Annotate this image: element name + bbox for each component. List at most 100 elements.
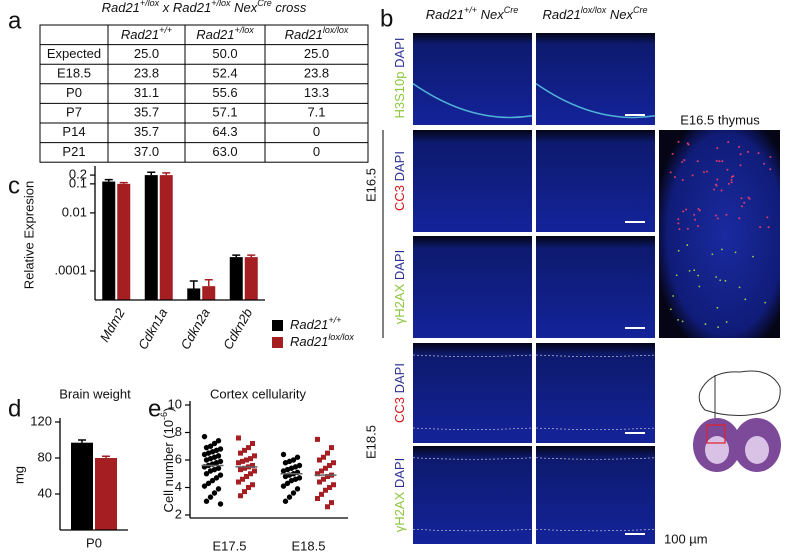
damaged-cell bbox=[688, 269, 691, 272]
point bbox=[246, 485, 251, 490]
text-part: cross bbox=[272, 0, 307, 15]
point bbox=[288, 477, 295, 484]
point bbox=[290, 490, 297, 496]
text-part: Rad21 bbox=[196, 27, 234, 42]
stage-label: E16.5 bbox=[363, 168, 378, 202]
panel-letter: a bbox=[8, 7, 22, 34]
y-tick-label: 2 bbox=[175, 506, 182, 521]
table-title: Rad21+/lox x Rad21+/lox NexCre cross bbox=[102, 0, 307, 15]
y-tick-label: 40 bbox=[38, 485, 52, 500]
point bbox=[203, 471, 210, 477]
apoptotic-cell bbox=[741, 205, 744, 208]
apoptotic-cell bbox=[678, 228, 681, 231]
point bbox=[242, 489, 247, 495]
point bbox=[294, 486, 301, 492]
table-cell: 35.7 bbox=[134, 124, 159, 139]
apoptotic-cell bbox=[766, 216, 769, 219]
micrograph bbox=[536, 130, 655, 232]
error-bar bbox=[232, 254, 241, 258]
apoptotic-cell bbox=[740, 197, 743, 200]
text-part: Nex bbox=[477, 7, 504, 22]
apoptotic-cell bbox=[757, 152, 760, 155]
text-part: +/lox bbox=[235, 25, 255, 35]
text-part: +/lox bbox=[140, 0, 160, 8]
bar bbox=[229, 257, 243, 300]
point bbox=[215, 438, 222, 444]
table-cell: 0 bbox=[313, 124, 320, 139]
damaged-cell bbox=[764, 301, 767, 304]
apoptotic-cell bbox=[716, 217, 719, 220]
chart-title: Brain weight bbox=[59, 386, 131, 401]
apoptotic-cell bbox=[705, 170, 708, 173]
point bbox=[201, 483, 208, 489]
damaged-cell bbox=[698, 285, 701, 288]
column-header: Rad21+/lox bbox=[196, 25, 254, 42]
table-cell: 37.0 bbox=[134, 144, 159, 159]
x-tick-label: Cdkn1a bbox=[135, 306, 170, 352]
layer-boundary bbox=[535, 427, 656, 430]
point bbox=[207, 494, 214, 500]
layer-boundary bbox=[535, 354, 656, 357]
table-border bbox=[39, 24, 369, 163]
micrograph bbox=[536, 236, 655, 338]
apoptotic-cell bbox=[669, 171, 672, 174]
panel-letter: e bbox=[148, 395, 161, 422]
x-tick-label: Mdm2 bbox=[97, 305, 128, 344]
point bbox=[205, 480, 212, 487]
point bbox=[317, 479, 322, 485]
point bbox=[327, 463, 332, 468]
stage-label: E18.5 bbox=[363, 425, 378, 459]
point bbox=[244, 457, 249, 463]
table-cell: 25.0 bbox=[304, 46, 329, 61]
stain-label: γH2AX DAPI bbox=[392, 250, 407, 324]
point bbox=[213, 475, 220, 481]
y-tick-label: 8 bbox=[175, 424, 182, 439]
apoptotic-cell bbox=[686, 227, 689, 230]
apoptotic-cell bbox=[686, 142, 689, 145]
stain-label: γH2AX DAPI bbox=[392, 458, 407, 532]
column-header: Rad21lox/lox bbox=[285, 25, 349, 42]
apoptotic-cell bbox=[691, 174, 694, 177]
apoptotic-cell bbox=[702, 171, 705, 174]
text-part: Rad21 bbox=[102, 0, 140, 15]
text-part: ) bbox=[161, 408, 176, 412]
point bbox=[207, 468, 214, 474]
bar bbox=[95, 458, 117, 530]
point bbox=[280, 451, 287, 458]
damaged-cell bbox=[720, 248, 723, 251]
apoptotic-cell bbox=[681, 160, 684, 163]
apoptotic-cell bbox=[715, 183, 718, 186]
text-part: Nex bbox=[606, 7, 633, 22]
x-tick-label: Cdkn2b bbox=[220, 306, 255, 352]
apoptotic-cell bbox=[732, 175, 735, 178]
point bbox=[250, 463, 255, 468]
row-label: E18.5 bbox=[57, 65, 91, 80]
y-axis-label: Relative Expresion bbox=[21, 181, 36, 289]
point bbox=[242, 465, 247, 471]
bar bbox=[71, 442, 93, 530]
point bbox=[211, 490, 218, 496]
damaged-cell bbox=[744, 298, 747, 301]
column-header: Rad21lox/lox NexCre bbox=[542, 5, 647, 22]
apoptotic-cell bbox=[716, 147, 719, 150]
point bbox=[315, 496, 320, 501]
apoptotic-cell bbox=[725, 213, 728, 216]
error-bar bbox=[119, 181, 128, 184]
point bbox=[248, 456, 253, 462]
table-cell: 25.0 bbox=[134, 46, 159, 61]
damaged-cell bbox=[719, 279, 722, 282]
apoptotic-cell bbox=[674, 176, 677, 179]
point bbox=[211, 440, 218, 447]
layer-boundary bbox=[412, 427, 533, 430]
damaged-cell bbox=[677, 249, 680, 252]
table-cell: 0 bbox=[313, 144, 320, 159]
damaged-cell bbox=[711, 253, 714, 256]
y-tick-label: 10 bbox=[168, 396, 182, 411]
error-bar bbox=[104, 178, 113, 182]
apoptotic-cell bbox=[759, 226, 762, 229]
point bbox=[236, 460, 241, 466]
stain-name: DAPI bbox=[392, 38, 407, 72]
point bbox=[201, 433, 208, 440]
point bbox=[238, 493, 243, 499]
table-cell: 23.8 bbox=[304, 65, 329, 80]
